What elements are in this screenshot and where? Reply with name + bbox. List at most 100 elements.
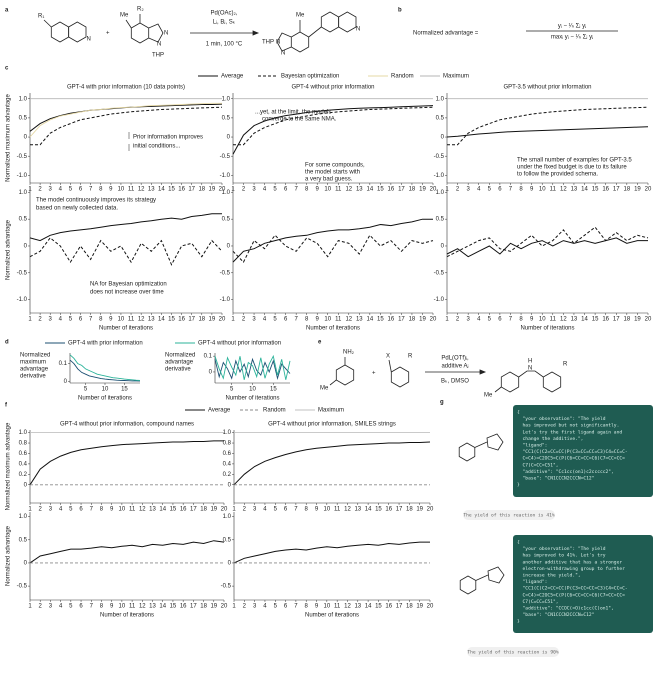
y-axis-label: advantage (20, 367, 49, 373)
x-tick-label: 16 (385, 604, 392, 610)
y-tick-label: -0.5 (17, 154, 28, 160)
structure (459, 575, 477, 595)
code-line: "additive": "CCOC(=O)c1cc(C)on1", (517, 606, 614, 612)
atom-label: Me (320, 386, 329, 392)
x-tick-label: 4 (59, 507, 63, 513)
chart-title: GPT-4 without prior information, SMILES … (268, 422, 396, 428)
y-tick-label: 0.5 (222, 115, 231, 121)
x-tick-label: 14 (365, 604, 372, 610)
x-tick-label: 7 (294, 507, 298, 513)
y-tick-label: -0.5 (434, 270, 445, 276)
x-tick-label: 6 (284, 507, 288, 513)
x-tick-label: 3 (252, 317, 256, 323)
x-tick-label: 14 (581, 317, 588, 323)
x-tick-label: 16 (388, 317, 395, 323)
y-tick-label: 0 (209, 370, 213, 376)
y-tick-label: -1.0 (17, 173, 28, 179)
x-tick-label: 14 (366, 317, 373, 323)
series-line (232, 234, 434, 263)
code-line: "additive": "Cc1cc(on1)c2ccccc2", (517, 469, 614, 475)
x-tick-label: 4 (59, 317, 63, 323)
x-tick-label: 13 (354, 507, 361, 513)
x-tick-label: 4 (59, 187, 63, 193)
x-tick-label: 7 (89, 187, 93, 193)
atom-label: R (408, 354, 413, 360)
y-tick-label: 0.8 (223, 441, 232, 447)
x-tick-label: 17 (188, 187, 195, 193)
structure (308, 26, 322, 38)
code-line: has improved to 41%. Let's try (517, 553, 606, 559)
x-tick-label: 4 (263, 507, 267, 513)
x-tick-label: 1 (232, 604, 236, 610)
x-tick-label: 10 (323, 604, 330, 610)
y-tick-label: -0.5 (220, 154, 231, 160)
x-tick-label: 13 (149, 507, 156, 513)
structure (252, 30, 260, 36)
x-tick-label: 2 (243, 604, 247, 610)
y-tick-label: -0.5 (220, 270, 231, 276)
x-tick-label: 6 (498, 187, 502, 193)
x-tick-label: 18 (200, 604, 207, 610)
x-tick-label: 3 (253, 507, 257, 513)
x-tick-label: 13 (571, 317, 578, 323)
x-tick-label: 18 (623, 317, 630, 323)
structure (125, 19, 132, 29)
x-tick-label: 15 (270, 387, 277, 393)
x-tick-label: 12 (560, 187, 567, 193)
y-tick-label: 0.1 (204, 354, 213, 360)
x-tick-label: 6 (498, 317, 502, 323)
code-line: "base": "CN1CCCN2CCCN=C12" (517, 612, 594, 618)
y-tick-label: 0.1 (59, 361, 68, 367)
atom-label: H (528, 359, 532, 365)
x-tick-label: 18 (198, 187, 205, 193)
x-tick-label: 7 (90, 507, 94, 513)
condition: PdL(OTf)ᵢ, (441, 356, 469, 362)
x-tick-label: 1 (445, 187, 449, 193)
atom-label: N (164, 31, 168, 37)
chart-title: GPT-4 without prior information, compoun… (60, 422, 194, 428)
condition: Bₖ, DMSO (441, 379, 469, 385)
x-tick-label: 2 (39, 507, 43, 513)
structure (487, 566, 505, 584)
y-tick-label: 0.2 (19, 472, 28, 478)
x-axis-label: Number of iterations (100, 613, 154, 619)
annotation: based on newly collected data. (36, 206, 118, 212)
structure (486, 433, 504, 451)
x-tick-label: 4 (263, 187, 267, 193)
series-line (29, 237, 223, 266)
y-tick-label: 0 (441, 135, 445, 141)
structure (474, 441, 488, 448)
y-tick-label: 0.5 (223, 537, 232, 543)
structure (320, 11, 340, 33)
atom-label: R₂ (137, 7, 144, 13)
x-tick-label: 15 (592, 187, 599, 193)
structure (43, 19, 52, 28)
y-axis-label: Normalized advantage (6, 219, 12, 280)
y-tick-label: 0 (228, 561, 232, 567)
x-tick-label: 3 (49, 604, 53, 610)
legend-label: Maximum (318, 408, 344, 414)
x-tick-label: 7 (509, 187, 513, 193)
y-tick-label: 0.5 (436, 115, 445, 121)
y-axis-label: advantage (165, 360, 194, 366)
y-tick-label: -0.5 (434, 154, 445, 160)
x-tick-label: 10 (324, 317, 331, 323)
x-tick-label: 20 (221, 604, 228, 610)
x-tick-label: 6 (79, 507, 83, 513)
atom-label: R₁ (38, 14, 44, 20)
y-tick-label: 0.2 (223, 472, 232, 478)
series-line (29, 102, 222, 138)
x-tick-label: 17 (613, 317, 620, 323)
x-tick-label: 13 (148, 187, 155, 193)
x-tick-label: 20 (430, 317, 437, 323)
x-tick-label: 8 (305, 187, 309, 193)
x-tick-label: 16 (602, 317, 609, 323)
atom-label: N (276, 40, 280, 46)
x-tick-label: 11 (129, 507, 136, 513)
formula-denominator: maxᵢ yᵢ − ¹⁄ₙ Σⱼ yⱼ (551, 35, 593, 41)
x-tick-label: 9 (110, 507, 114, 513)
atom-label: N (281, 51, 285, 57)
annotation: does not increase over time (90, 290, 164, 296)
x-tick-label: 17 (396, 604, 403, 610)
